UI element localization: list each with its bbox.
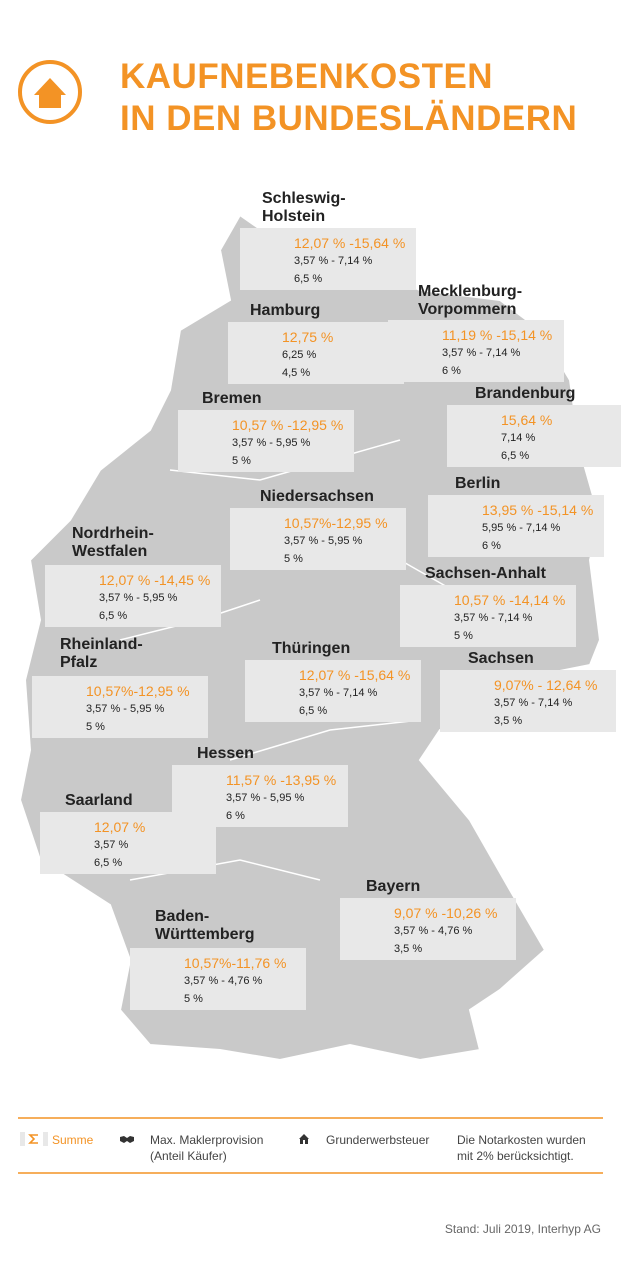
tax: 6,5 % (299, 705, 328, 717)
provision: 3,57 % - 5,95 % (86, 703, 165, 715)
provision: 3,57 % - 5,95 % (99, 592, 178, 604)
state-box: 9,07% - 12,64 % 3,57 % - 7,14 % 3,5 % (440, 670, 616, 732)
state-box: 11,19 % -15,14 % 3,57 % - 7,14 % 6 % (388, 320, 564, 382)
sum: 12,75 % (282, 329, 334, 345)
tax: 5 % (454, 630, 473, 642)
state-box: 10,57%-11,76 % 3,57 % - 4,76 % 5 % (130, 948, 306, 1010)
state-name: Mecklenburg- Vorpommern (418, 283, 523, 318)
legend-icon (24, 1131, 44, 1147)
state-name: Saarland (65, 792, 133, 809)
state-box: 12,07 % 3,57 % 6,5 % (40, 812, 216, 874)
provision: 6,25 % (282, 349, 317, 361)
logo-circle (18, 60, 82, 124)
state-name: Bayern (366, 878, 421, 895)
state-box: 15,64 % 7,14 % 6,5 % (447, 405, 621, 467)
provision: 3,57 % - 7,14 % (294, 255, 373, 267)
state-name: Thüringen (272, 640, 351, 657)
provision: 7,14 % (501, 432, 536, 444)
state-box: 12,07 % -15,64 % 3,57 % - 7,14 % 6,5 % (240, 228, 416, 290)
sum: 9,07% - 12,64 % (494, 677, 598, 693)
provision: 3,57 % - 5,95 % (226, 792, 305, 804)
tax: 6 % (442, 365, 461, 377)
state-name: Sachsen-Anhalt (425, 565, 546, 582)
provision: 5,95 % - 7,14 % (482, 522, 561, 534)
state-box: 12,07 % -15,64 % 3,57 % - 7,14 % 6,5 % (245, 660, 421, 722)
state-name: Nordrhein- Westfalen (72, 525, 154, 560)
state-box: 12,07 % -14,45 % 3,57 % - 5,95 % 6,5 % (45, 565, 221, 627)
state-box: 9,07 % -10,26 % 3,57 % - 4,76 % 3,5 % (340, 898, 516, 960)
sum: 11,57 % -13,95 % (226, 772, 337, 788)
tax: 5 % (184, 993, 203, 1005)
provision: 3,57 % - 4,76 % (394, 925, 473, 937)
state-box: 10,57%-12,95 % 3,57 % - 5,95 % 5 % (32, 676, 208, 738)
provision: 3,57 % - 7,14 % (442, 347, 521, 359)
footer-source: Stand: Juli 2019, Interhyp AG (444, 1222, 601, 1236)
sum: 13,95 % -15,14 % (482, 502, 594, 518)
provision: 3,57 % - 5,95 % (232, 437, 311, 449)
title: KAUFNEBENKOSTEN IN DEN BUNDESLÄNDERN (120, 57, 578, 138)
sum: 12,07 % -15,64 % (299, 667, 411, 683)
tax: 6,5 % (94, 857, 123, 869)
legend-provision: Max. Maklerprovision (Anteil Käufer) (150, 1133, 264, 1163)
provision: 3,57 % - 7,14 % (299, 687, 378, 699)
logo-house (34, 78, 66, 108)
provision: 3,57 % - 7,14 % (454, 612, 533, 624)
provision: 3,57 % (94, 839, 129, 851)
sum: 12,07 % -14,45 % (99, 572, 211, 588)
state-name: Brandenburg (475, 385, 576, 402)
state-name: Hamburg (250, 302, 321, 319)
state-name: Sachsen (468, 650, 534, 667)
sum: 12,07 % (94, 819, 146, 835)
provision: 3,57 % - 5,95 % (284, 535, 363, 547)
tax: 4,5 % (282, 367, 311, 379)
state-box: 12,75 % 6,25 % 4,5 % (228, 322, 404, 384)
state-box: 10,57 % -14,14 % 3,57 % - 7,14 % 5 % (400, 585, 576, 647)
sum: 15,64 % (501, 412, 553, 428)
state-name: Niedersachsen (260, 488, 374, 505)
provision: 3,57 % - 7,14 % (494, 697, 573, 709)
tax: 3,5 % (394, 943, 423, 955)
state-name: Berlin (455, 475, 501, 492)
sum: 10,57%-12,95 % (86, 683, 190, 699)
tax: 5 % (284, 553, 303, 565)
sum: 11,19 % -15,14 % (442, 327, 553, 343)
sum: 9,07 % -10,26 % (394, 905, 498, 921)
legend-icon (295, 1132, 313, 1146)
legend-sum: Summe (52, 1133, 94, 1147)
sum: 10,57 % -12,95 % (232, 417, 344, 433)
state-name: Schleswig- Holstein (262, 190, 346, 225)
provision: 3,57 % - 4,76 % (184, 975, 263, 987)
state-box: 13,95 % -15,14 % 5,95 % - 7,14 % 6 % (428, 495, 604, 557)
state-box: 10,57%-12,95 % 3,57 % - 5,95 % 5 % (230, 508, 406, 570)
legend-tax: Grunderwerbsteuer (326, 1133, 430, 1147)
sum: 10,57%-12,95 % (284, 515, 388, 531)
state-name: Bremen (202, 390, 262, 407)
state-name: Rheinland- Pfalz (60, 636, 143, 671)
tax: 5 % (86, 721, 105, 733)
sum: 10,57%-11,76 % (184, 955, 287, 971)
tax: 6,5 % (294, 273, 323, 285)
legend-note: Die Notarkosten wurden mit 2% berücksich… (457, 1133, 586, 1163)
state-name: Baden- Württemberg (155, 908, 255, 943)
state-name: Hessen (197, 745, 254, 762)
state-box: 10,57 % -12,95 % 3,57 % - 5,95 % 5 % (178, 410, 354, 472)
tax: 5 % (232, 455, 251, 467)
sum: 10,57 % -14,14 % (454, 592, 566, 608)
tax: 6 % (226, 810, 245, 822)
tax: 3,5 % (494, 715, 523, 727)
sum: 12,07 % -15,64 % (294, 235, 406, 251)
tax: 6 % (482, 540, 501, 552)
legend-icon (118, 1132, 136, 1146)
tax: 6,5 % (99, 610, 128, 622)
tax: 6,5 % (501, 450, 530, 462)
